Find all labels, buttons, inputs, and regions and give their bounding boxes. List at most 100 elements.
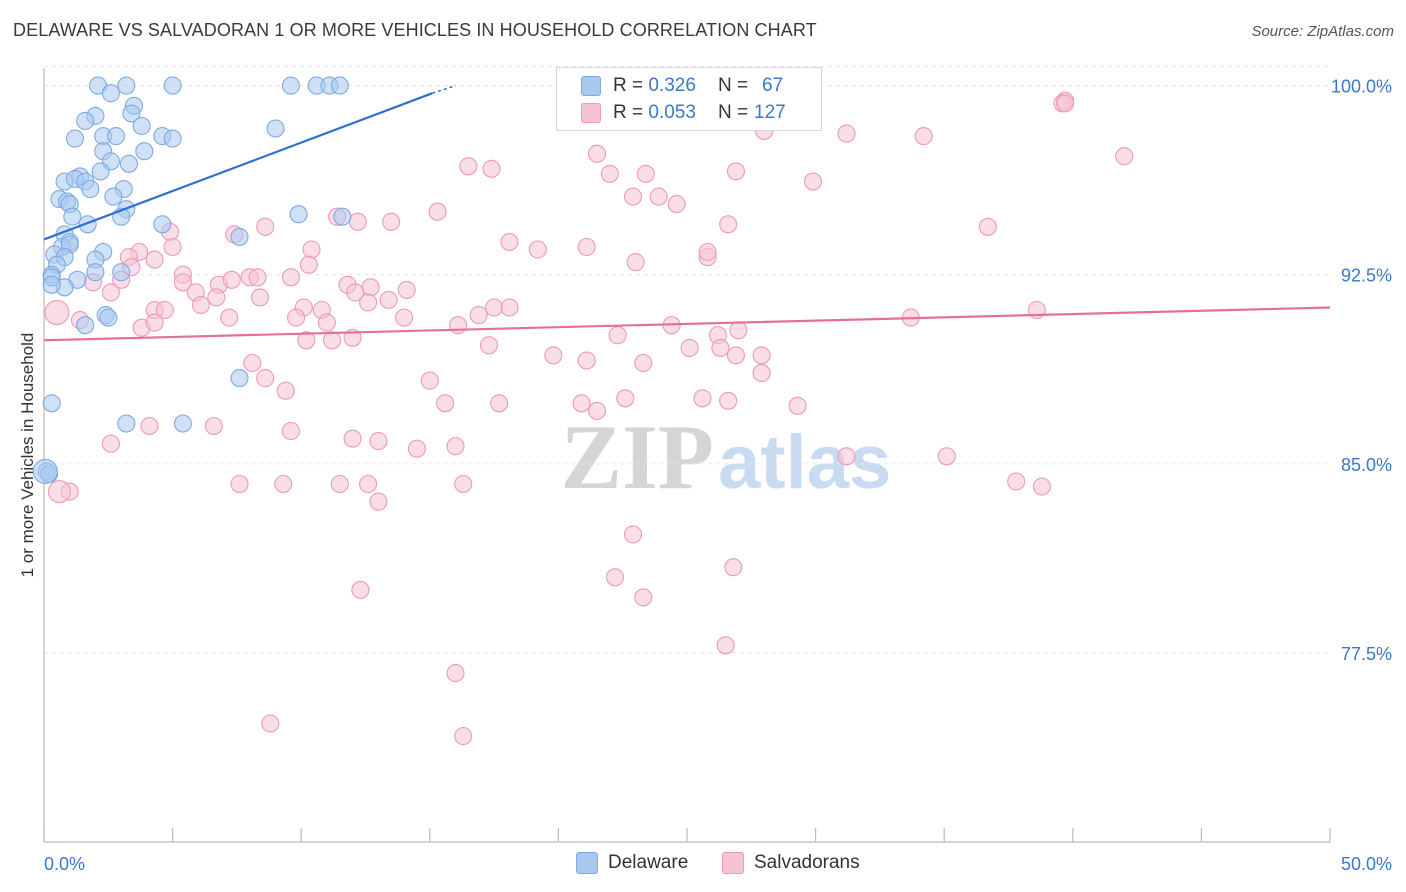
salvadorans-point bbox=[803, 172, 823, 191]
salvadorans-point bbox=[256, 217, 275, 236]
salvadorans-point bbox=[719, 215, 738, 234]
salvadorans-point bbox=[608, 326, 627, 345]
salvadorans-point bbox=[1115, 147, 1134, 166]
salvadorans-point bbox=[395, 308, 414, 327]
salvadorans-point bbox=[719, 391, 738, 410]
n-label: N = bbox=[717, 75, 749, 96]
salvadorans-point bbox=[140, 416, 159, 436]
delaware-point bbox=[76, 316, 95, 335]
salvadorans-point bbox=[729, 321, 748, 340]
y-tick-label: 92.5% bbox=[1341, 266, 1392, 286]
source-credit: Source: ZipAtlas.com bbox=[1251, 23, 1394, 40]
salvadorans-point bbox=[1056, 94, 1075, 113]
delaware-point bbox=[153, 215, 172, 234]
salvadorans-point bbox=[369, 432, 388, 451]
salvadorans-point bbox=[369, 492, 388, 511]
salvadorans-point bbox=[544, 346, 563, 365]
salvadorans-point bbox=[346, 283, 365, 302]
salvadorans-point bbox=[528, 240, 547, 259]
delaware-point bbox=[230, 369, 249, 388]
salvadorans-point bbox=[204, 416, 223, 436]
salvadorans-point bbox=[343, 429, 362, 448]
y-tick-label: 85.0% bbox=[1341, 455, 1392, 475]
salvadorans-swatch bbox=[581, 103, 601, 123]
salvadorans-point bbox=[145, 313, 164, 332]
salvadorans-point bbox=[914, 127, 933, 146]
salvadorans-point bbox=[281, 421, 300, 441]
salvadorans-point bbox=[446, 664, 465, 683]
x-tick-label: 50.0% bbox=[1341, 854, 1392, 874]
salvadorans-point bbox=[287, 308, 306, 327]
salvadorans-point bbox=[600, 164, 619, 183]
salvadorans-point bbox=[623, 525, 643, 544]
delaware-point bbox=[163, 129, 182, 148]
salvadorans-point bbox=[47, 480, 71, 504]
y-tick-label: 100.0% bbox=[1331, 77, 1392, 97]
salvadorans-point bbox=[837, 447, 856, 466]
salvadorans-point bbox=[449, 316, 468, 335]
salvadorans-point bbox=[317, 313, 336, 332]
salvadorans-point bbox=[297, 331, 316, 350]
r-label: R = bbox=[613, 102, 644, 123]
salvadorans-point bbox=[626, 253, 645, 272]
salvadorans-point bbox=[420, 371, 439, 390]
delaware-point bbox=[76, 111, 95, 130]
salvadorans-point bbox=[837, 124, 856, 143]
salvadorans-point bbox=[500, 232, 519, 252]
delaware-point bbox=[91, 162, 110, 181]
salvadorans-point bbox=[274, 474, 293, 494]
delaware-point bbox=[32, 458, 58, 484]
salvadorans-point bbox=[724, 558, 743, 577]
delaware-trendline-extension bbox=[432, 84, 456, 94]
salvadorans-point bbox=[788, 396, 807, 415]
stats-legend: R = 0.326 N = 67 R = 0.053 N = 127 bbox=[556, 67, 822, 131]
salvadorans-point bbox=[716, 636, 735, 655]
salvadorans-point bbox=[634, 588, 653, 607]
delaware-point bbox=[117, 76, 136, 95]
salvadorans-point bbox=[220, 308, 239, 327]
salvadorans-point bbox=[155, 300, 174, 320]
delaware-point bbox=[42, 394, 61, 413]
chart-title: DELAWARE VS SALVADORAN 1 OR MORE VEHICLE… bbox=[13, 20, 817, 40]
salvadorans-point bbox=[379, 290, 398, 309]
delaware-point bbox=[330, 76, 349, 95]
delaware-swatch bbox=[576, 852, 598, 874]
salvadorans-point bbox=[726, 162, 745, 181]
salvadorans-point bbox=[587, 401, 607, 420]
y-tick-label: 77.5% bbox=[1341, 644, 1392, 664]
delaware-point bbox=[266, 119, 285, 138]
salvadorans-point bbox=[436, 394, 455, 413]
delaware-point bbox=[106, 127, 126, 146]
delaware-point bbox=[104, 187, 123, 206]
delaware-point bbox=[63, 207, 82, 226]
delaware-point bbox=[112, 263, 131, 282]
stats-row-delaware: R = 0.326 N = 67 bbox=[581, 74, 783, 98]
salvadorans-point bbox=[623, 187, 643, 206]
delaware-point bbox=[99, 308, 118, 327]
salvadorans-point bbox=[330, 474, 349, 494]
salvadorans-point bbox=[261, 714, 280, 733]
salvadorans-point bbox=[250, 288, 270, 307]
delaware-trendline bbox=[43, 92, 433, 241]
salvadorans-point bbox=[163, 237, 182, 257]
salvadorans-point bbox=[605, 568, 625, 587]
n-value: 67 bbox=[762, 75, 784, 96]
salvadorans-point bbox=[752, 346, 771, 365]
salvadorans-point bbox=[459, 157, 478, 176]
delaware-point bbox=[86, 263, 105, 282]
series-legend: Delaware Salvadorans bbox=[0, 852, 1406, 876]
salvadorans-point bbox=[978, 217, 997, 236]
salvadorans-point bbox=[752, 364, 771, 383]
salvadorans-point bbox=[937, 447, 956, 466]
r-value: 0.053 bbox=[648, 102, 696, 123]
legend-label: Delaware bbox=[608, 852, 689, 873]
salvadorans-point bbox=[454, 727, 473, 746]
salvadorans-point bbox=[359, 474, 378, 494]
delaware-point bbox=[135, 142, 154, 161]
salvadorans-swatch bbox=[722, 852, 744, 874]
salvadorans-point bbox=[693, 389, 712, 408]
salvadorans-point bbox=[577, 237, 596, 257]
delaware-point bbox=[65, 129, 84, 148]
n-value: 127 bbox=[754, 102, 786, 123]
